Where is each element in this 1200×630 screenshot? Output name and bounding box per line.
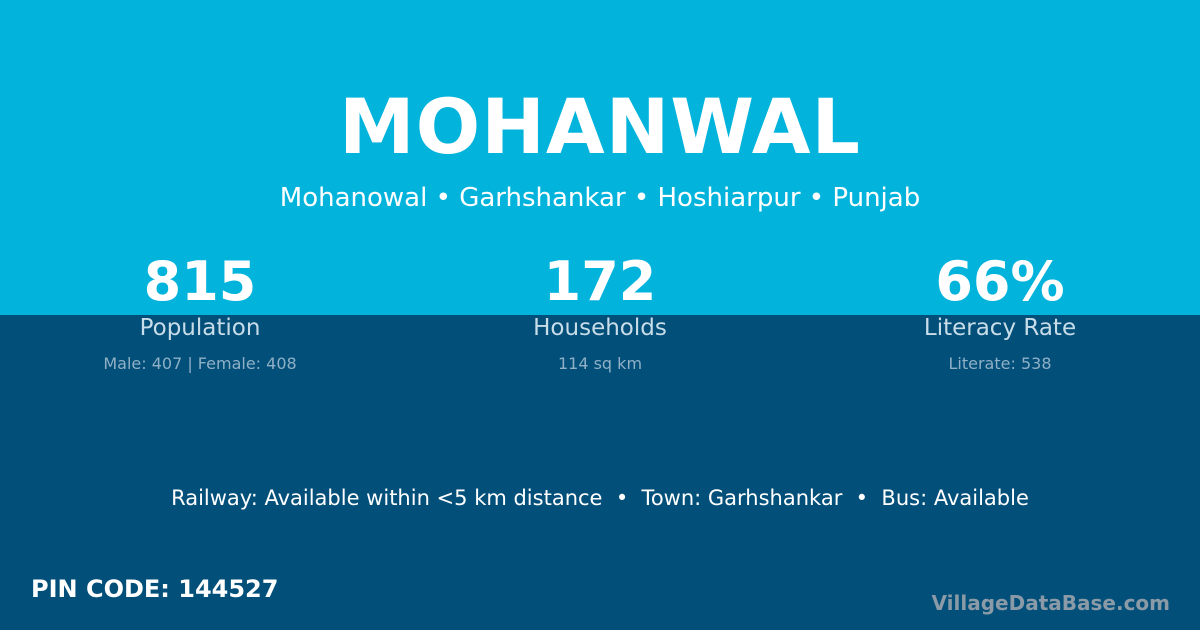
brand-logo: VillageDataBase.com — [931, 591, 1170, 615]
literacy-detail: Literate: 538 — [948, 354, 1052, 373]
header-banner — [0, 0, 1200, 315]
households-detail: 114 sq km — [557, 354, 643, 373]
population-detail: Male: 407 | Female: 408 — [103, 354, 297, 373]
population-label: Population — [139, 315, 261, 341]
households-label: Households — [533, 315, 667, 341]
population-value: 815 — [143, 250, 257, 313]
literacy-value: 66% — [935, 250, 1065, 313]
literacy-label: Literacy Rate — [923, 315, 1077, 341]
households-value: 172 — [543, 250, 657, 313]
village-title: MOHANWAL — [339, 82, 861, 171]
connectivity-facts: Railway: Available within <5 km distance… — [171, 486, 1029, 510]
location-breadcrumb: Mohanowal • Garhshankar • Hoshiarpur • P… — [279, 183, 921, 213]
pin-code: PIN CODE: 144527 — [31, 575, 279, 603]
